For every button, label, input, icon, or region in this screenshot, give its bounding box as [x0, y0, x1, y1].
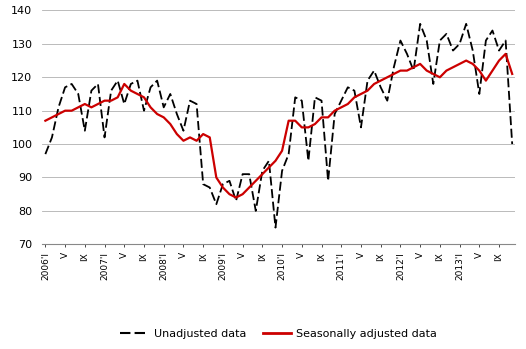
Unadjusted data: [365, 79, 371, 83]
Unadjusted data: [200, 182, 206, 186]
Unadjusted data: [345, 85, 351, 89]
Unadjusted data: [509, 142, 515, 146]
Line: Unadjusted data: Unadjusted data: [45, 24, 512, 228]
Line: Seasonally adjusted data: Seasonally adjusted data: [45, 54, 512, 198]
Seasonally adjusted data: [200, 132, 206, 136]
Seasonally adjusted data: [108, 98, 114, 103]
Seasonally adjusted data: [502, 52, 509, 56]
Seasonally adjusted data: [233, 195, 239, 200]
Unadjusted data: [108, 89, 114, 93]
Unadjusted data: [272, 225, 279, 230]
Seasonally adjusted data: [42, 119, 48, 123]
Unadjusted data: [417, 22, 423, 26]
Seasonally adjusted data: [312, 122, 318, 126]
Seasonally adjusted data: [345, 102, 351, 106]
Legend: Unadjusted data, Seasonally adjusted data: Unadjusted data, Seasonally adjusted dat…: [116, 325, 441, 344]
Seasonally adjusted data: [365, 89, 371, 93]
Unadjusted data: [42, 152, 48, 156]
Seasonally adjusted data: [476, 68, 482, 73]
Unadjusted data: [312, 95, 318, 99]
Unadjusted data: [483, 38, 489, 43]
Seasonally adjusted data: [509, 72, 515, 76]
